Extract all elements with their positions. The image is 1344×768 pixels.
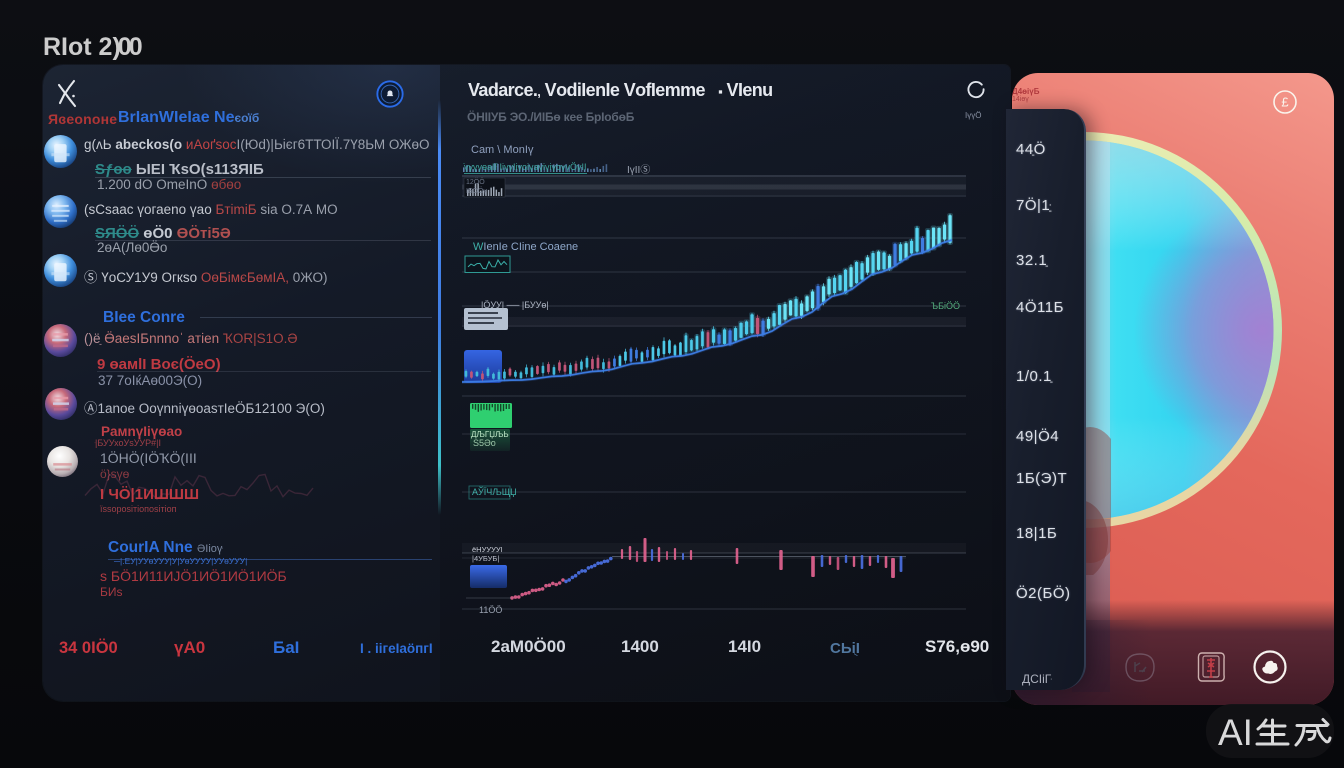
svg-text:£: £ (1281, 95, 1289, 110)
svg-text:AI: AI (1218, 713, 1253, 751)
